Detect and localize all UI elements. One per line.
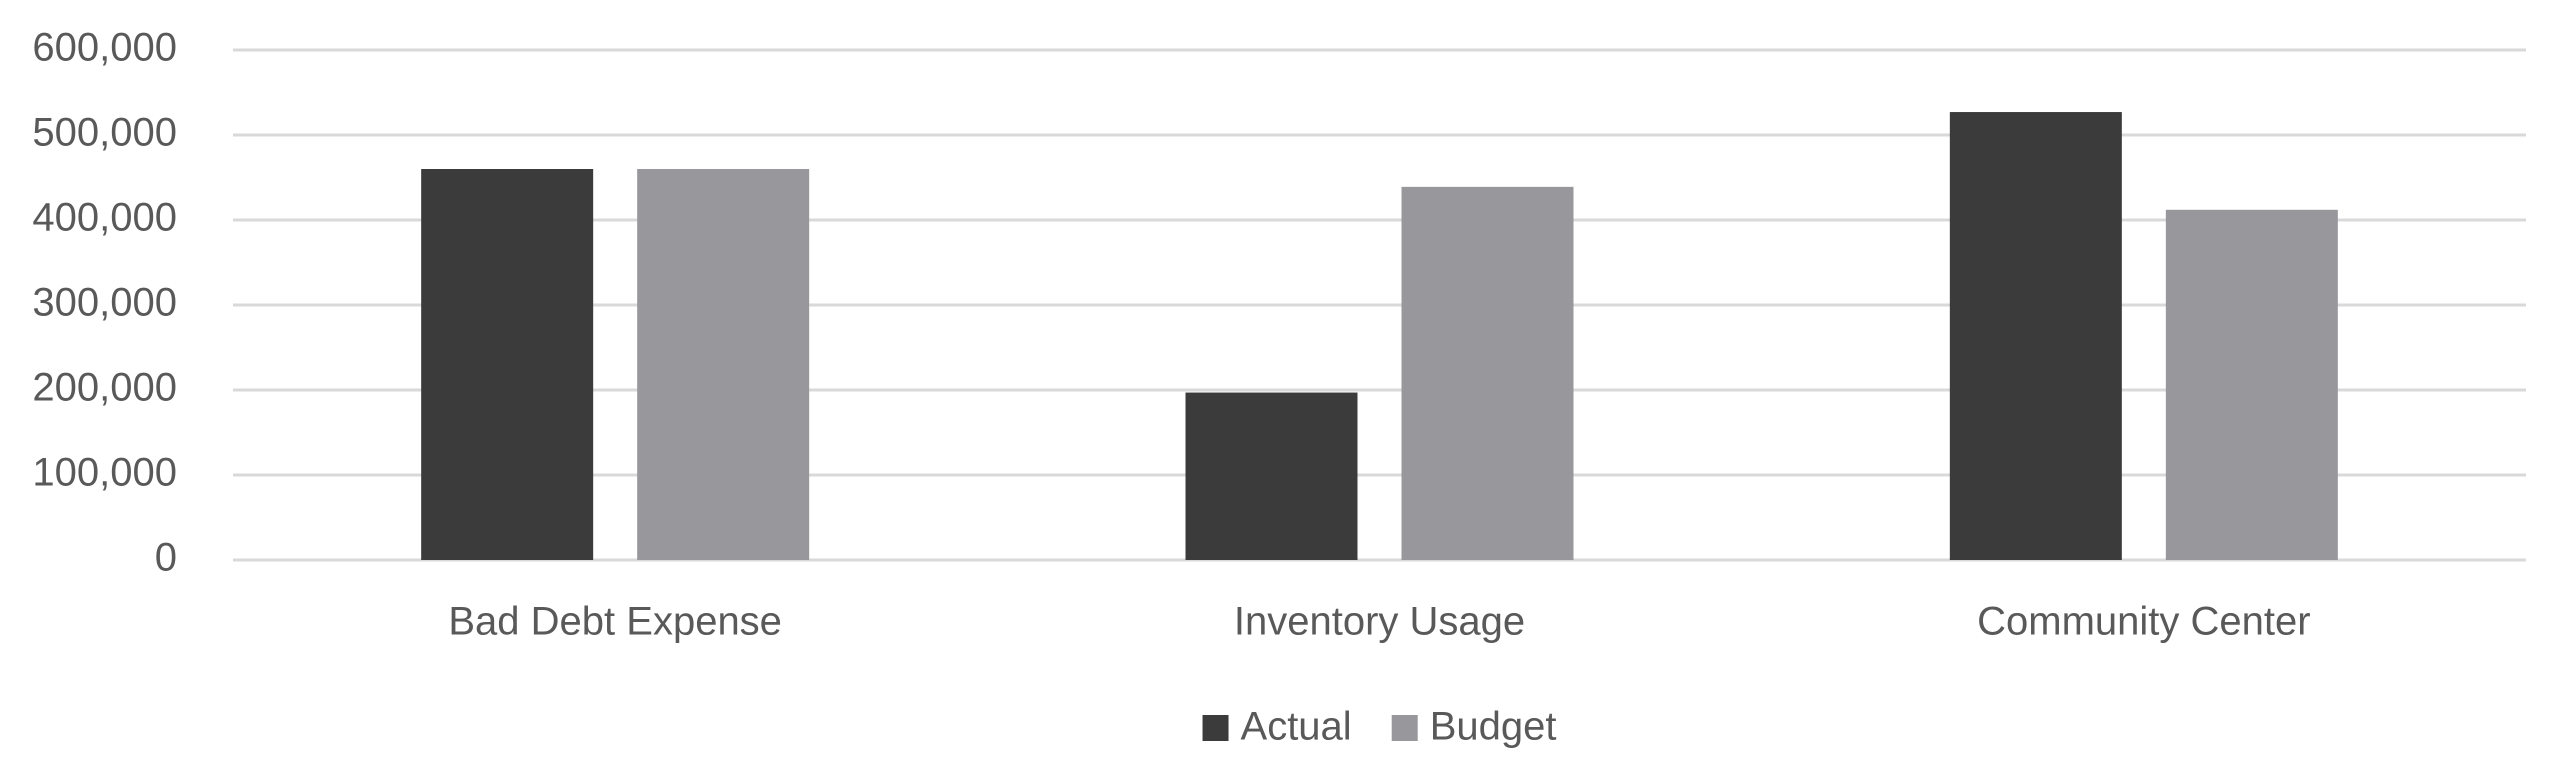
legend-swatch [1391,715,1418,741]
y-tick-label: 600,000 [32,26,177,70]
bar [1185,392,1358,560]
y-tick-label: 0 [155,536,177,580]
legend-swatch [1202,715,1229,741]
y-tick-label: 500,000 [32,111,177,155]
x-tick-label: Community Center [1977,600,2310,644]
x-tick-label: Bad Debt Expense [448,600,782,644]
bar [1949,112,2122,561]
legend-label: Budget [1430,705,1557,749]
legend-label: Actual [1241,705,1352,749]
y-tick-label: 200,000 [32,366,177,410]
bar [1401,186,1574,560]
y-tick-label: 400,000 [32,196,177,240]
x-tick-label: Inventory Usage [1234,600,1525,644]
y-tick-label: 100,000 [32,451,177,495]
bar [637,169,810,560]
y-tick-label: 300,000 [32,281,177,325]
bar [421,169,594,560]
bar [2165,209,2338,561]
